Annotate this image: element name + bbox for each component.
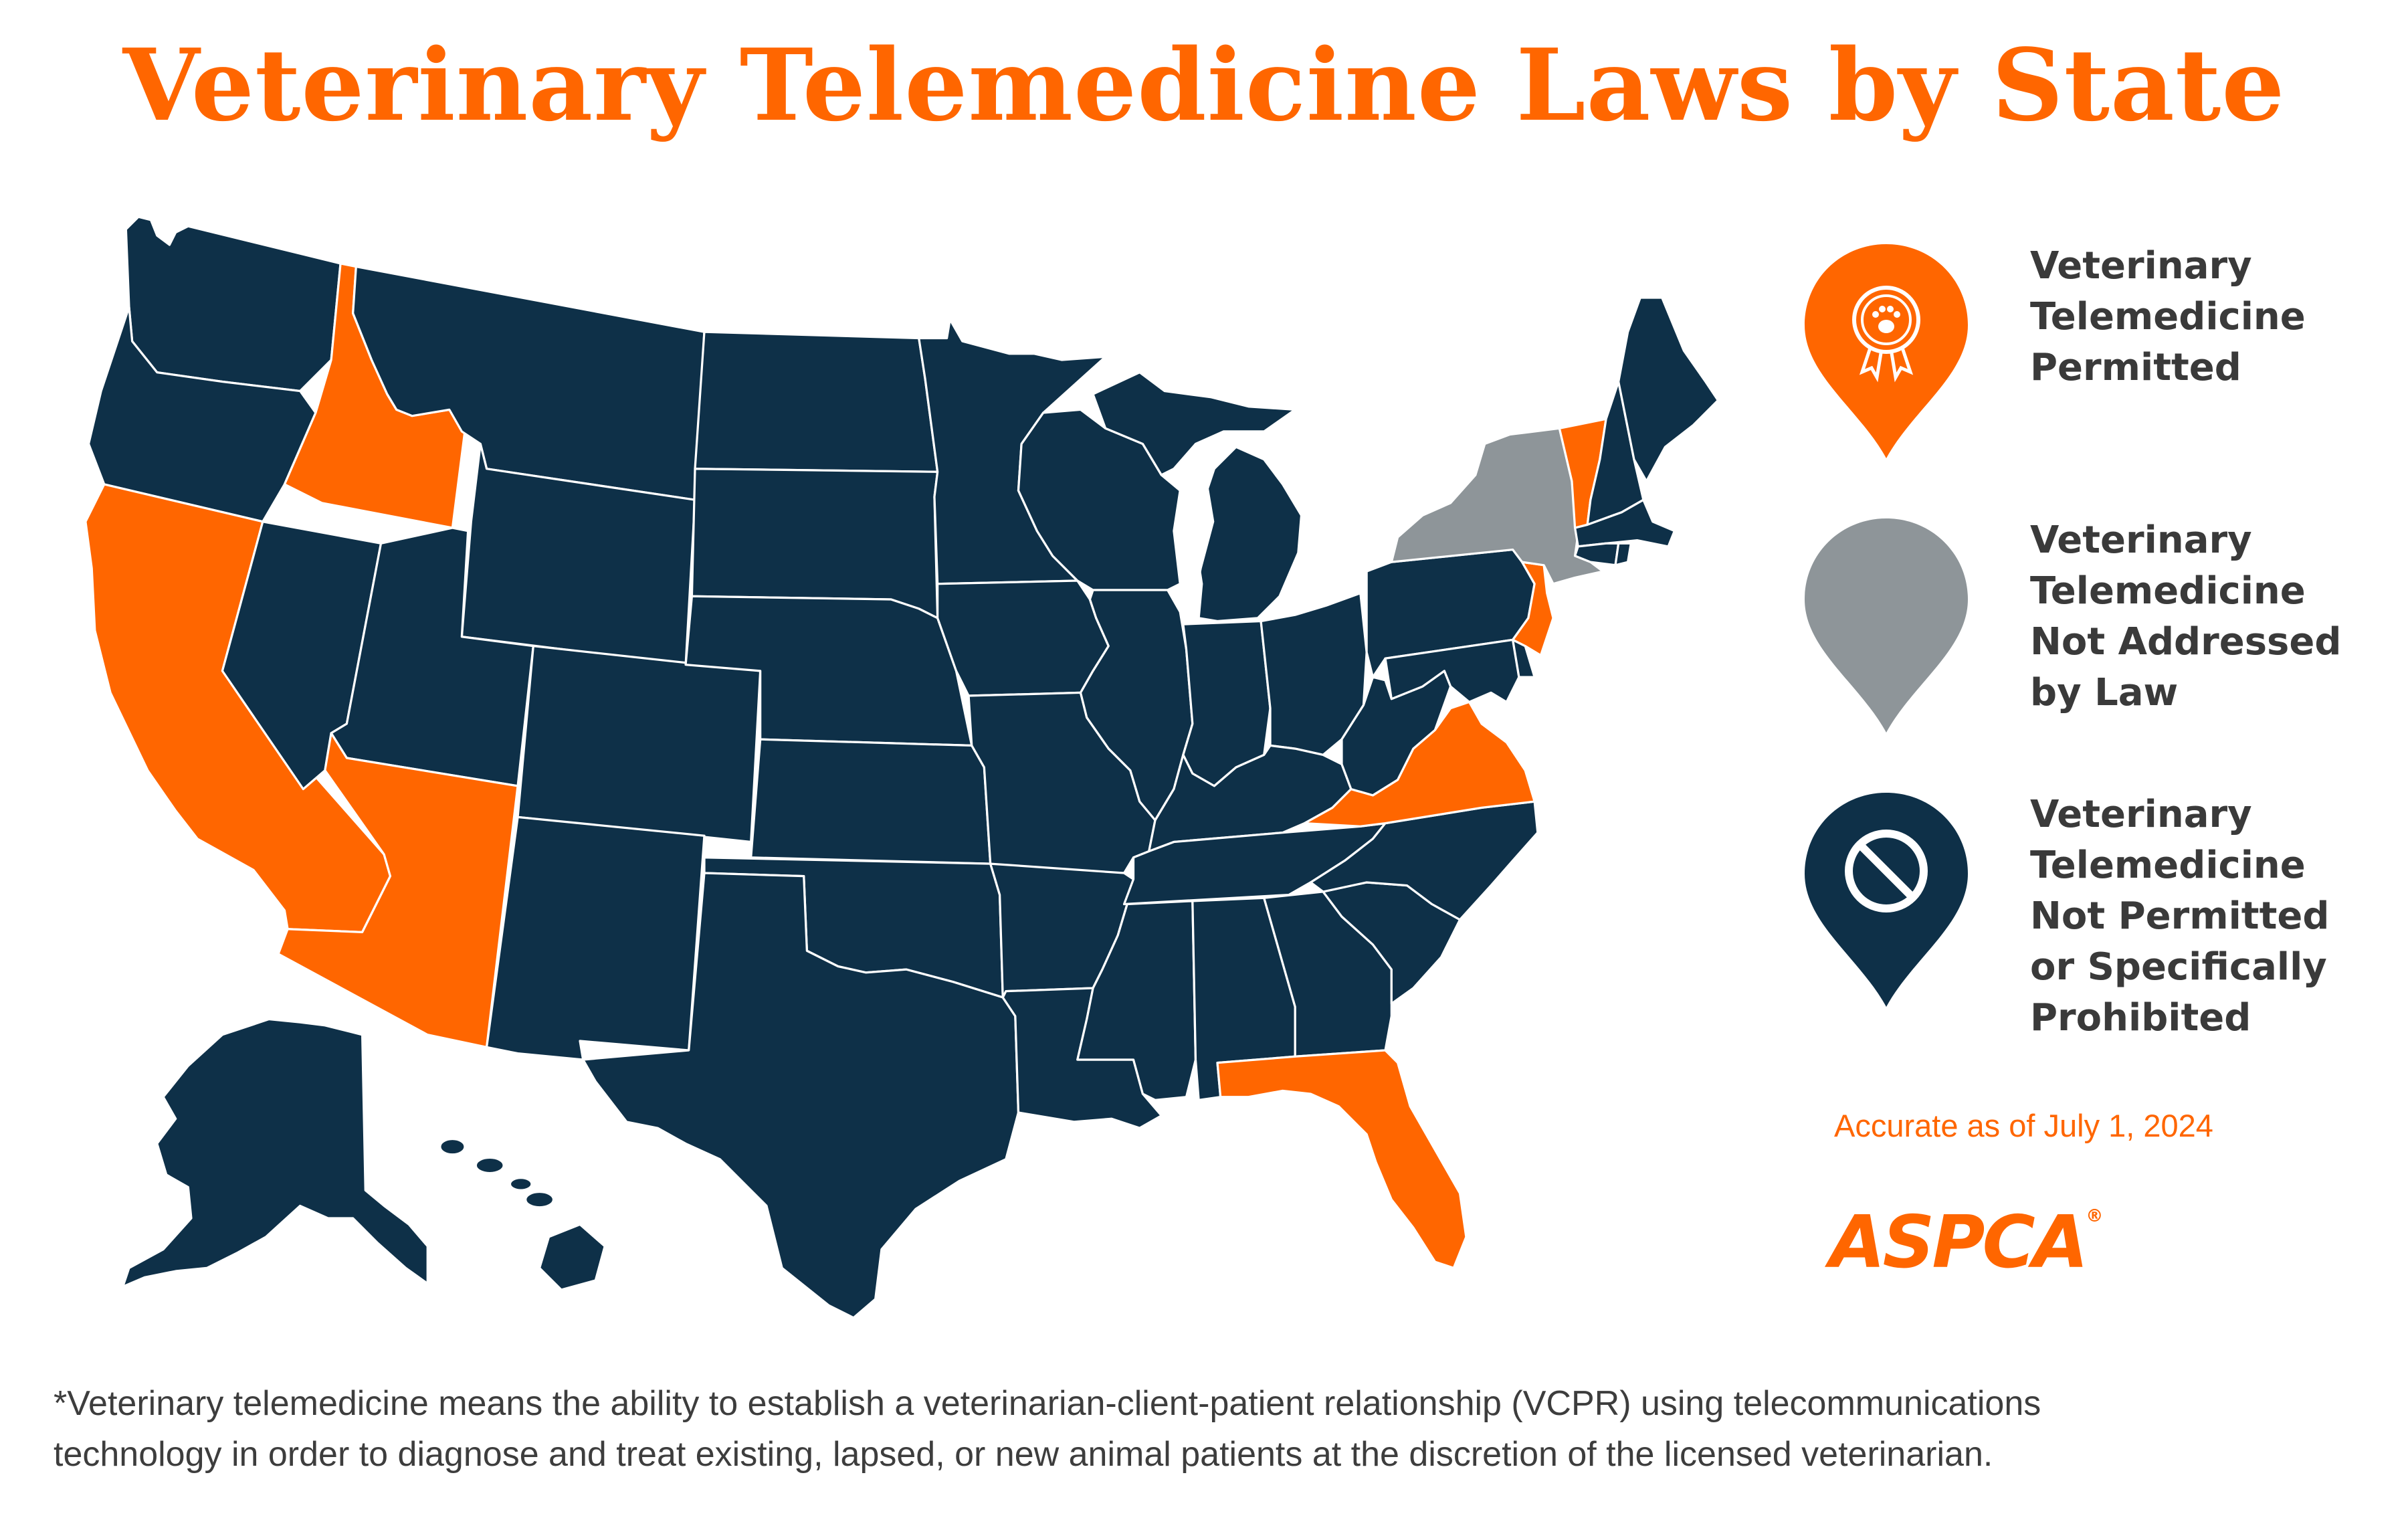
state-maine [1617, 296, 1720, 482]
prohibited-icon [1805, 793, 1968, 1007]
state-south-dakota [690, 468, 939, 619]
legend-line: Permitted [2030, 346, 2241, 389]
state-new-jersey [1511, 561, 1554, 657]
legend-line: Not Permitted [2030, 894, 2330, 938]
us-map [67, 207, 1793, 1318]
state-iowa [936, 579, 1110, 697]
legend-line: Prohibited [2030, 996, 2251, 1040]
legend-line: Veterinary [2030, 244, 2252, 288]
legend-line: Not Addressed [2030, 620, 2342, 664]
state-michigan-upper [1092, 371, 1296, 476]
footnote: *Veterinary telemedicine means the abili… [54, 1378, 2368, 1480]
state-alaska [122, 1018, 429, 1288]
footnote-line: technology in order to diagnose and trea… [54, 1435, 1993, 1474]
legend-line: Veterinary [2030, 793, 2252, 836]
empty-pin-icon [1805, 518, 1968, 733]
footnote-line: *Veterinary telemedicine means the abili… [54, 1384, 2041, 1423]
legend-line: Telemedicine [2030, 569, 2306, 613]
logo-text: ASPCA [1829, 1201, 2088, 1284]
state-utah [330, 526, 534, 787]
state-california [84, 483, 392, 933]
accuracy-date: Accurate as of July 1, 2024 [1834, 1108, 2213, 1143]
state-texas [582, 872, 1020, 1318]
legend-line: Veterinary [2030, 518, 2252, 562]
aspca-logo: ASPCA® [1829, 1201, 2103, 1284]
legend-line: by Law [2030, 671, 2179, 714]
state-rhode-island [1614, 542, 1632, 567]
state-kansas [750, 738, 992, 865]
state-michigan-lower [1194, 446, 1303, 623]
state-hawaii [439, 1137, 606, 1291]
legend-line: Telemedicine [2030, 844, 2306, 887]
registered-mark: ® [2086, 1206, 2104, 1226]
state-colorado [516, 645, 762, 844]
state-florida [1216, 1049, 1468, 1270]
state-new-mexico [485, 815, 706, 1061]
legend-line: Telemedicine [2030, 295, 2306, 339]
legend-label-permitted: Veterinary Telemedicine Permitted [2030, 241, 2306, 393]
page-title: Veterinary Telemedicine Laws by State [122, 27, 2286, 143]
legend-label-not-addressed: Veterinary Telemedicine Not Addressed by… [2030, 515, 2341, 718]
state-washington [124, 215, 342, 393]
state-north-dakota [694, 330, 939, 473]
state-north-carolina [1309, 800, 1539, 921]
legend-label-not-permitted: Veterinary Telemedicine Not Permitted or… [2030, 789, 2329, 1044]
award-ribbon-paw-icon [1805, 244, 1968, 458]
legend-line: or Specifically [2030, 945, 2327, 989]
state-nebraska [684, 595, 973, 747]
lake-michigan [1177, 475, 1215, 599]
